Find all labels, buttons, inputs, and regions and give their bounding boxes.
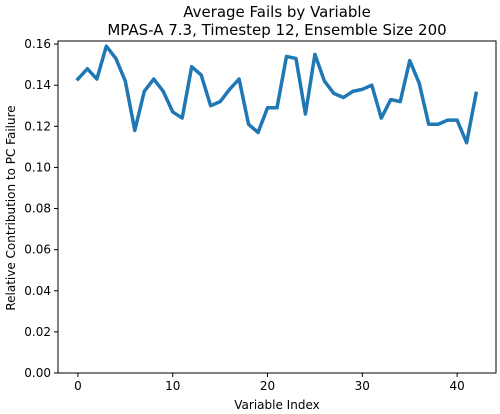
plot-frame xyxy=(57,40,497,374)
series-line-0 xyxy=(75,44,479,145)
chart-subtitle: MPAS-A 7.3, Timestep 12, Ensemble Size 2… xyxy=(107,21,446,39)
y-tick-label: 0.16 xyxy=(24,37,51,51)
y-tick-label: 0.02 xyxy=(24,325,51,339)
x-axis-label: Variable Index xyxy=(234,398,319,412)
plot-area: 0 10 20 30 40 0.00 0.02 0.04 0.06 0.08 0.10 0.12 0.1… xyxy=(24,37,497,393)
y-tick-label: 0.08 xyxy=(24,202,51,216)
y-tick-label: 0.12 xyxy=(24,119,51,133)
y-tick-label: 0.14 xyxy=(24,78,51,92)
x-tick-label: 20 xyxy=(260,379,275,393)
chart-title: Average Fails by Variable xyxy=(183,3,371,21)
x-tick-label: 30 xyxy=(355,379,370,393)
x-tick-label: 0 xyxy=(74,379,82,393)
y-tick-label: 0.06 xyxy=(24,243,51,257)
y-tick-label: 0.10 xyxy=(24,160,51,174)
y-tick-label: 0.04 xyxy=(24,284,51,298)
x-tick-label: 40 xyxy=(449,379,464,393)
y-axis-label: Relative Contribution to PC Failure xyxy=(4,105,18,310)
y-tick-label: 0.00 xyxy=(24,366,51,380)
x-tick-label: 10 xyxy=(165,379,180,393)
